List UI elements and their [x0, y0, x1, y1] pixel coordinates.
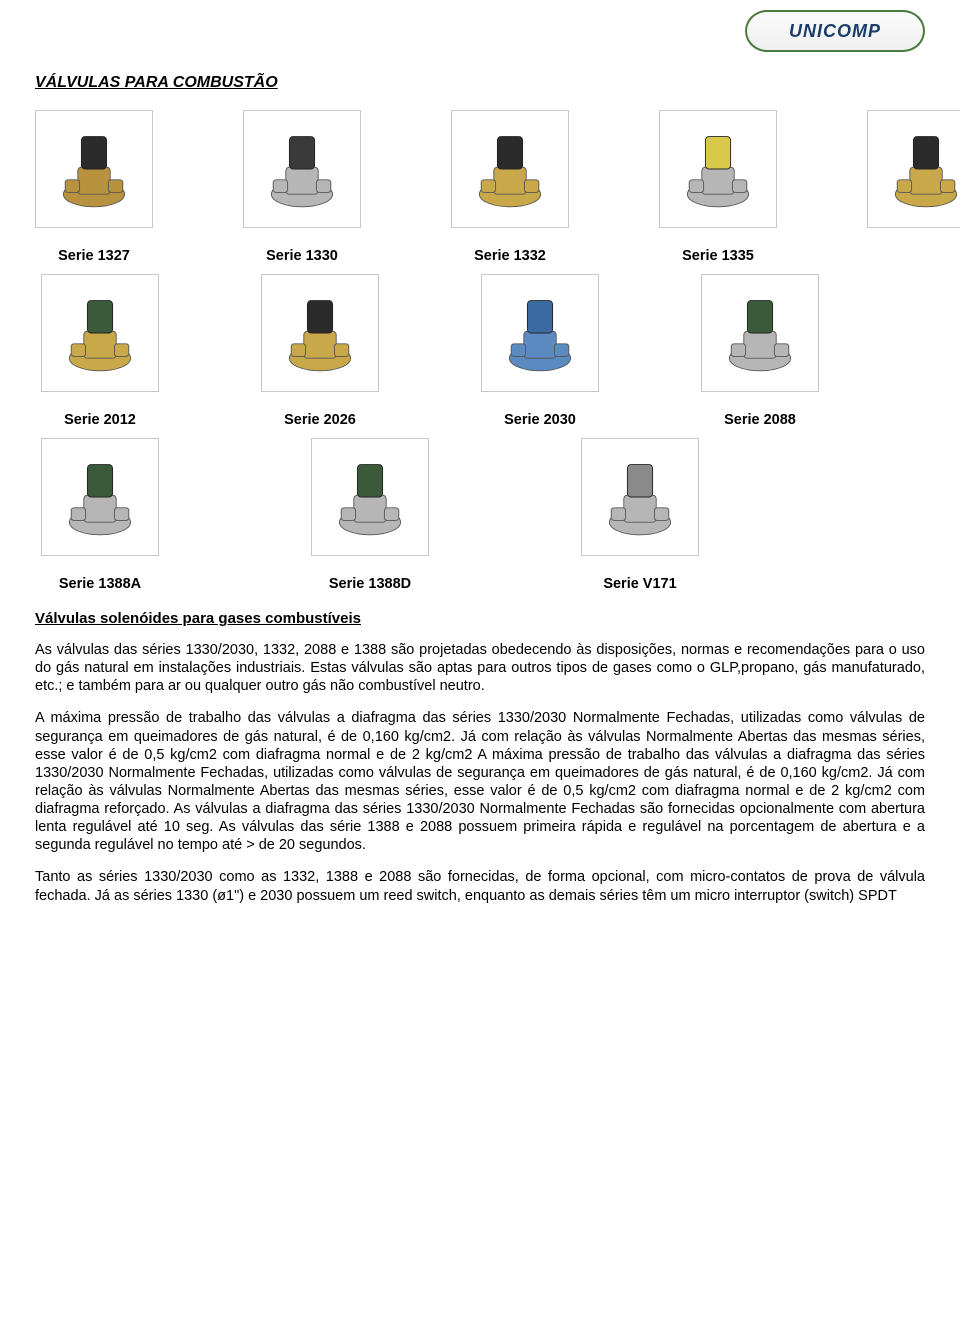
- product-thumbnail: [451, 110, 569, 228]
- product-caption: Serie 1335: [682, 248, 754, 264]
- product-thumbnail: [581, 438, 699, 556]
- product-cell: Serie 2012: [35, 274, 165, 428]
- product-cell: Serie 2088: [695, 274, 825, 428]
- product-caption: Serie 1327: [58, 248, 130, 264]
- product-caption: Serie 1388A: [59, 576, 141, 592]
- product-row: Serie 1327 Serie 1330 Serie 1332 Serie 1…: [35, 110, 925, 264]
- product-row: Serie 1388A Serie 1388D Serie V171: [35, 438, 925, 592]
- product-caption: Serie 2012: [64, 412, 136, 428]
- product-thumbnail: [243, 110, 361, 228]
- product-thumbnail: [311, 438, 429, 556]
- body-text: As válvulas das séries 1330/2030, 1332, …: [35, 641, 925, 905]
- product-thumbnail: [41, 274, 159, 392]
- product-thumbnail: [481, 274, 599, 392]
- product-cell: Serie 1388A: [35, 438, 165, 592]
- product-thumbnail: [701, 274, 819, 392]
- subheading: Válvulas solenóides para gases combustív…: [35, 610, 925, 627]
- product-thumbnail: [867, 110, 960, 228]
- product-caption: Serie V171: [603, 576, 676, 592]
- product-cell: Serie 1332: [451, 110, 569, 264]
- product-caption: Serie 2026: [284, 412, 356, 428]
- product-cell: [867, 110, 960, 264]
- product-cell: Serie 1335: [659, 110, 777, 264]
- product-caption: Serie 1388D: [329, 576, 411, 592]
- product-cell: Serie 1330: [243, 110, 361, 264]
- product-cell: Serie V171: [575, 438, 705, 592]
- product-thumbnail: [261, 274, 379, 392]
- paragraph: As válvulas das séries 1330/2030, 1332, …: [35, 641, 925, 695]
- paragraph: A máxima pressão de trabalho das válvula…: [35, 709, 925, 854]
- product-thumbnail: [41, 438, 159, 556]
- product-thumbnail: [659, 110, 777, 228]
- product-caption: Serie 1332: [474, 248, 546, 264]
- brand-logo: UNICOMP: [745, 10, 925, 52]
- product-cell: Serie 2030: [475, 274, 605, 428]
- product-cell: Serie 2026: [255, 274, 385, 428]
- product-cell: Serie 1327: [35, 110, 153, 264]
- product-caption: Serie 2030: [504, 412, 576, 428]
- product-row: Serie 2012 Serie 2026 Serie 2030 Serie 2…: [35, 274, 925, 428]
- product-caption: Serie 2088: [724, 412, 796, 428]
- product-thumbnail: [35, 110, 153, 228]
- product-cell: Serie 1388D: [305, 438, 435, 592]
- paragraph: Tanto as séries 1330/2030 como as 1332, …: [35, 868, 925, 904]
- product-caption: Serie 1330: [266, 248, 338, 264]
- page-title: VÁLVULAS PARA COMBUSTÃO: [35, 74, 925, 92]
